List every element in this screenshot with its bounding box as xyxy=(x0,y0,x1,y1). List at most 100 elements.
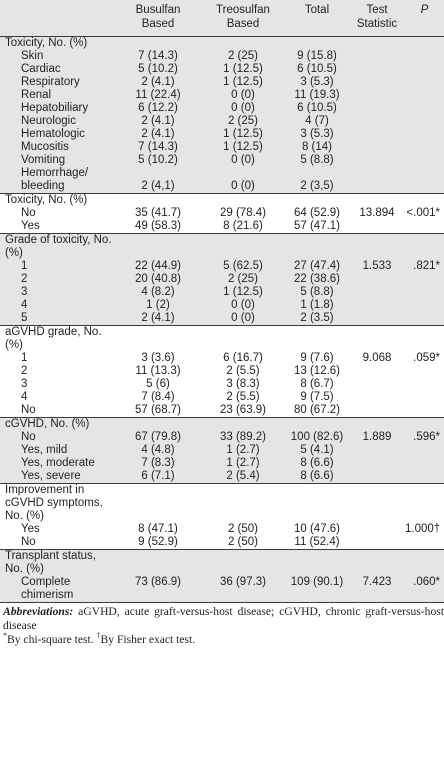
treosulfan-cell: 36 (97.3) xyxy=(201,576,285,603)
total-cell xyxy=(285,37,349,51)
table-row: 1 22 (44.9) 5 (62.5) 27 (47.4) 1.533 .821* xyxy=(0,260,444,273)
row-label: 1 xyxy=(21,260,28,272)
busulfan-cell: 4 (8.2) xyxy=(141,286,175,298)
header-p: P xyxy=(405,0,444,37)
busulfan-cell: 22 (44.9) xyxy=(134,260,182,272)
p-value-cell xyxy=(405,457,444,470)
busulfan-cell: 4 (4.8) xyxy=(141,444,175,456)
row-label: Yes xyxy=(0,220,115,234)
abbreviations-note: Abbreviations: aGVHD, acute graft-versus… xyxy=(3,605,444,632)
category-row: Toxicity, No. (%) xyxy=(0,36,444,51)
busulfan-cell: 7 (14.3) xyxy=(138,50,178,62)
treosulfan-cell: 29 (78.4) xyxy=(219,207,267,219)
treosulfan-cell xyxy=(201,550,285,577)
footnotes: Abbreviations: aGVHD, acute graft-versus… xyxy=(0,603,444,647)
busulfan-cell: 35 (41.7) xyxy=(134,207,182,219)
table-row: 3 4 (8.2) 1 (12.5) 5 (8.8) xyxy=(0,286,444,299)
total-cell: 11 (19.3) xyxy=(294,89,340,101)
category-row: aGVHD grade, No. (%) xyxy=(0,326,444,353)
row-label: Yes xyxy=(21,523,40,535)
treosulfan-cell: 2 (5.5) xyxy=(226,391,260,403)
total-cell: 9 (15.8) xyxy=(297,50,337,62)
treosulfan-cell: 1 (2.7) xyxy=(226,444,260,456)
row-label: Hematologic xyxy=(21,128,85,140)
busulfan-cell xyxy=(115,484,201,524)
table-row: Yes 8 (47.1) 2 (50) 10 (47.6) 1.000† xyxy=(0,523,444,536)
total-cell: 10 (47.6) xyxy=(293,523,341,535)
test-statistic-cell xyxy=(349,194,405,208)
p-value-cell xyxy=(405,37,444,51)
p-value-cell xyxy=(405,378,444,391)
row-label: Neurologic xyxy=(21,115,76,127)
busulfan-cell: 2 (4.1) xyxy=(141,115,175,127)
test-statistic-cell: 13.894 xyxy=(359,207,395,219)
row-label: No xyxy=(21,431,36,443)
row-label: Skin xyxy=(21,50,44,62)
busulfan-cell: 20 (40.8) xyxy=(134,273,182,285)
table-row: 2 20 (40.8) 2 (25) 22 (38.6) xyxy=(0,273,444,286)
treosulfan-cell xyxy=(201,37,285,51)
p-value-cell xyxy=(405,76,444,89)
header-test-statistic: Test Statistic xyxy=(349,0,405,37)
total-cell: 22 (38.6) xyxy=(293,273,341,285)
busulfan-cell: 5 (10.2) xyxy=(138,154,178,166)
p-value-cell xyxy=(405,312,444,326)
table-body: Toxicity, No. (%) Skin 7 (14.3) 2 (25) 9 (15… xyxy=(0,36,444,603)
row-label: 5 xyxy=(0,312,115,326)
total-cell: 64 (52.9) xyxy=(293,207,341,219)
treosulfan-cell: 2 (25) xyxy=(227,50,259,62)
treosulfan-cell: 23 (63.9) xyxy=(201,404,285,418)
p-value-cell xyxy=(405,273,444,286)
test-statistic-cell xyxy=(349,115,405,128)
row-label: Grade of toxicity, No. (%) xyxy=(5,234,112,259)
treosulfan-cell xyxy=(201,418,285,432)
row-label: aGVHD grade, No. (%) xyxy=(5,326,102,351)
table-row: No 9 (52.9) 2 (50) 11 (52.4) xyxy=(0,536,444,550)
total-cell: 8 (6.7) xyxy=(300,378,334,390)
table-row: 4 7 (8.4) 2 (5.5) 9 (7.5) xyxy=(0,391,444,404)
treosulfan-cell: 1 (12.5) xyxy=(223,128,263,140)
busulfan-cell xyxy=(115,234,201,261)
row-label: Yes, severe xyxy=(0,470,115,484)
p-value-cell xyxy=(405,299,444,312)
total-cell: 80 (67.2) xyxy=(285,404,349,418)
total-cell: 8 (6.6) xyxy=(300,457,334,469)
test-statistic-cell xyxy=(349,76,405,89)
table-row: Complete chimerism 73 (86.9) 36 (97.3) 109 … xyxy=(0,576,444,603)
p-value-cell: .059* xyxy=(413,352,440,364)
busulfan-cell: 6 (7.1) xyxy=(115,470,201,484)
busulfan-cell: 2 (4.1) xyxy=(141,128,175,140)
p-value-cell xyxy=(405,89,444,102)
total-cell: 6 (10.5) xyxy=(297,102,337,114)
table-row: Vomiting 5 (10.2) 0 (0) 5 (8.8) xyxy=(0,154,444,167)
row-label: Complete chimerism xyxy=(0,576,115,603)
treosulfan-cell: 2 (50) xyxy=(227,523,259,535)
row-label: Hemorrhage/ bleeding xyxy=(0,167,115,194)
total-cell xyxy=(285,550,349,577)
row-label: 4 xyxy=(21,391,28,403)
row-label: cGVHD, No. (%) xyxy=(5,418,90,430)
treosulfan-cell: 2 (50) xyxy=(201,536,285,550)
test-statistic-cell xyxy=(349,312,405,326)
p-value-cell xyxy=(405,365,444,378)
p-value-cell xyxy=(405,470,444,484)
treosulfan-cell: 1 (12.5) xyxy=(223,141,263,153)
total-cell: 9 (7.6) xyxy=(300,352,334,364)
test-statistic-cell xyxy=(349,234,405,261)
total-cell: 1 (1.8) xyxy=(300,299,334,311)
p-value-cell xyxy=(405,404,444,418)
total-cell: 5 (8.8) xyxy=(300,154,334,166)
row-label: No xyxy=(21,207,36,219)
total-cell: 2 (3.5) xyxy=(285,312,349,326)
busulfan-cell: 5 (6) xyxy=(146,378,170,390)
p-value-cell xyxy=(405,550,444,577)
p-value-cell xyxy=(405,286,444,299)
p-value-cell: .596* xyxy=(413,431,440,443)
row-label: No xyxy=(0,404,115,418)
table-row: 1 3 (3.6) 6 (16.7) 9 (7.6) 9.068 .059* xyxy=(0,352,444,365)
p-value-cell xyxy=(405,536,444,550)
test-statistic-cell xyxy=(349,550,405,577)
table-row: Hematologic 2 (4.1) 1 (12.5) 3 (5.3) xyxy=(0,128,444,141)
busulfan-cell: 67 (79.8) xyxy=(134,431,182,443)
busulfan-cell: 6 (12.2) xyxy=(138,102,178,114)
